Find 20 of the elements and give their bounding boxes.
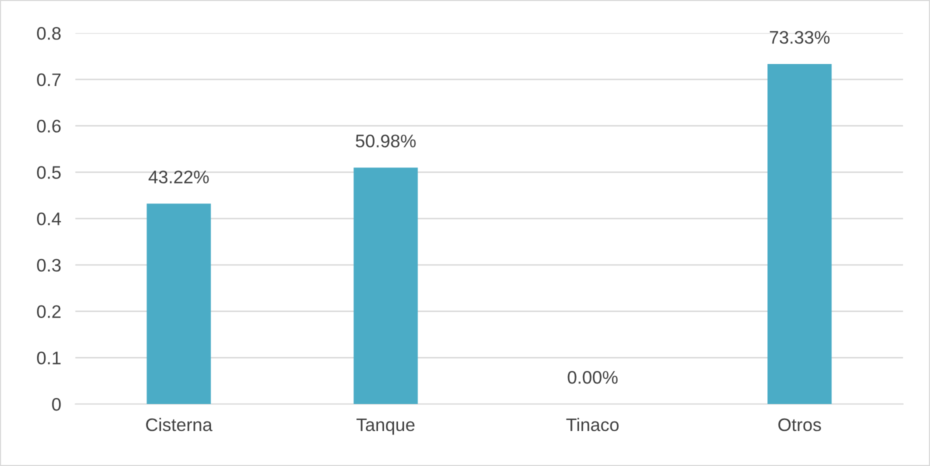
- data-label: 50.98%: [356, 134, 416, 148]
- x-tick-label: Tanque: [356, 418, 415, 435]
- y-tick-label: 0.2: [37, 305, 61, 318]
- bar: [354, 168, 418, 404]
- y-tick-label: 0.6: [37, 120, 61, 133]
- y-tick-label: 0.5: [37, 166, 61, 179]
- y-tick-label: 0.8: [37, 27, 61, 40]
- x-tick-label: Cisterna: [146, 418, 212, 432]
- data-label: 43.22%: [148, 170, 209, 184]
- y-tick-label: 0.4: [37, 212, 61, 226]
- y-tick-label: 0.7: [37, 73, 61, 86]
- x-tick-label: Otros: [778, 418, 821, 432]
- bar: [146, 204, 211, 404]
- data-label: 0.00%: [568, 371, 618, 384]
- data-label: 73.33%: [770, 30, 830, 44]
- bar: [767, 64, 832, 404]
- y-tick-label: 0.1: [37, 352, 61, 364]
- x-tick-label: Tinaco: [566, 418, 619, 432]
- y-tick-label: 0: [52, 398, 61, 411]
- y-tick-label: 0.3: [37, 258, 61, 272]
